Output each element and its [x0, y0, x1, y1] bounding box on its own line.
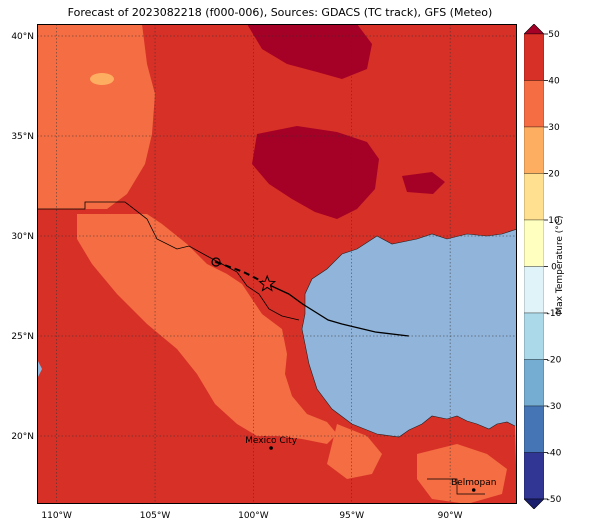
colorbar-tick-label: 30	[548, 123, 560, 133]
land-warm-west	[37, 24, 155, 209]
city-label: Belmopan	[451, 478, 496, 488]
colorbar-top-extend	[524, 24, 544, 35]
colorbar-bottom-extend	[524, 498, 544, 509]
land-hot	[37, 24, 517, 504]
land-warm-mexico	[77, 214, 337, 444]
land-cool-spot	[90, 73, 114, 85]
colorbar-tick-label: 50	[548, 30, 560, 40]
colorbar-tick-label: -30	[547, 402, 562, 412]
central-america-border	[427, 478, 485, 495]
colorbar-label: Max Temperature (°C)	[555, 215, 565, 315]
land-hottest-north	[247, 24, 372, 79]
lon-tick-label: 95°W	[339, 511, 364, 521]
lon-tick-label: 110°W	[41, 511, 72, 521]
storm-star-icon	[258, 274, 277, 292]
colorbar-band	[524, 266, 544, 314]
colorbar-band	[524, 359, 544, 407]
colorbar-band	[524, 126, 544, 174]
map-border	[37, 24, 517, 504]
land-hottest-central	[252, 126, 379, 219]
lat-tick-label: 35°N	[11, 132, 34, 142]
city-dot	[471, 488, 476, 492]
lon-tick-label: 105°W	[140, 511, 171, 521]
colorbar-band	[524, 173, 544, 221]
map-title: Forecast of 2023082218 (f000-006), Sourc…	[67, 6, 493, 19]
colorbar-tick-label: 40	[548, 77, 560, 87]
colorbar-tick-label: 20	[548, 170, 560, 180]
coastline	[301, 228, 517, 438]
colorbar-tick-label: -40	[547, 449, 562, 459]
lon-tick-label: 100°W	[238, 511, 269, 521]
temperature-map: Mexico City Belmopan	[37, 24, 517, 504]
city-dot	[269, 446, 273, 450]
forecast-position-dot	[214, 260, 218, 264]
city-label: Mexico City	[245, 436, 298, 446]
lat-tick-label: 40°N	[11, 32, 34, 42]
land-hottest-east	[402, 172, 445, 194]
colorbar-band	[524, 33, 544, 81]
storm-track	[211, 257, 409, 337]
colorbar-tick-label: -50	[547, 495, 562, 505]
colorbar-band	[524, 452, 544, 500]
forecast-position-marker	[211, 257, 221, 267]
us-mexico-border	[37, 201, 300, 321]
observed-track-line	[266, 283, 409, 337]
graticule	[37, 24, 517, 504]
lat-tick-label: 30°N	[11, 232, 34, 242]
colorbar-band	[524, 80, 544, 128]
land-warm-east	[327, 424, 382, 479]
colorbar-band	[524, 405, 544, 453]
lon-tick-label: 90°W	[438, 511, 463, 521]
land-warm-yucatan	[417, 444, 507, 504]
colorbar	[524, 24, 544, 509]
colorbar-tick-label: -20	[547, 356, 562, 366]
city-markers: Mexico City Belmopan	[245, 436, 496, 492]
lat-tick-label: 20°N	[11, 432, 34, 442]
colorbar-band	[524, 219, 544, 267]
lat-tick-label: 25°N	[11, 332, 34, 342]
colorbar-band	[524, 312, 544, 360]
